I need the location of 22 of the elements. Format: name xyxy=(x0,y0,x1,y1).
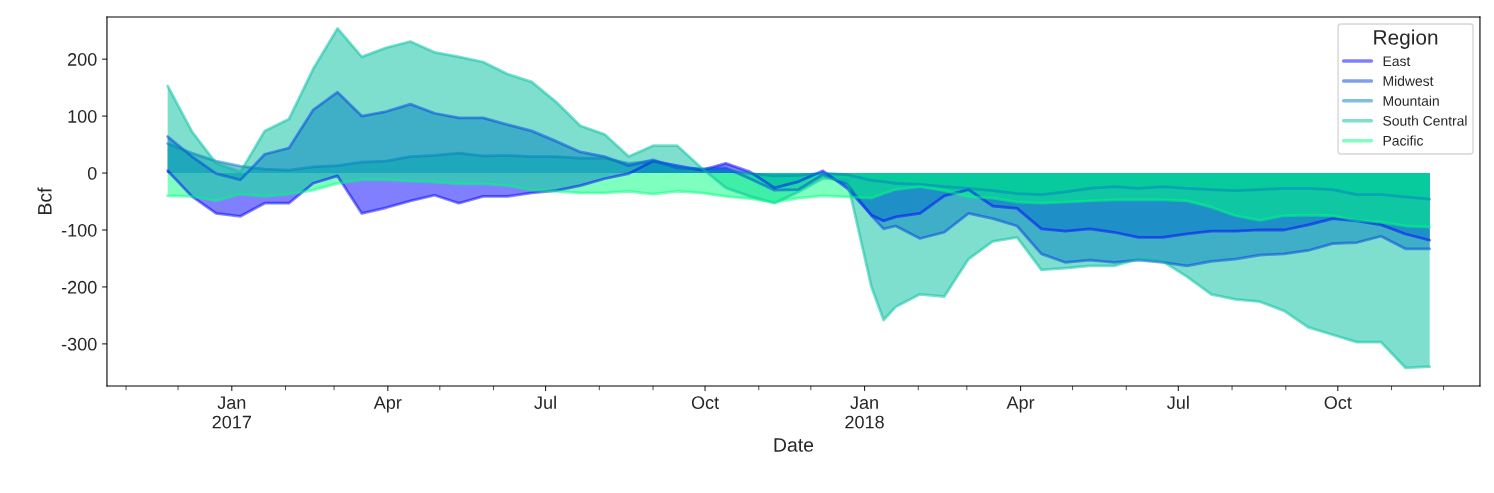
x-axis-title: Date xyxy=(774,438,814,452)
legend-label: South Central xyxy=(1383,115,1467,126)
y-tick-label: -200 xyxy=(61,280,97,294)
y-tick-label: 200 xyxy=(68,53,97,66)
y-axis-title: Bcf xyxy=(37,187,52,214)
x-tick-label: Jul xyxy=(534,395,556,409)
legend-label: East xyxy=(1383,56,1411,67)
x-tick-label: Jan 2018 xyxy=(845,396,884,429)
y-tick-label: -100 xyxy=(61,223,97,237)
x-tick-label: Jul xyxy=(1167,395,1189,409)
y-tick-label: 100 xyxy=(68,110,97,123)
legend-label: Mountain xyxy=(1383,95,1439,106)
legend-label: Midwest xyxy=(1383,75,1434,86)
x-tick-label: Oct xyxy=(691,396,719,409)
x-tick-label: Oct xyxy=(1324,396,1352,409)
legend-label: Pacific xyxy=(1383,135,1424,146)
x-tick-label: Jan 2017 xyxy=(212,396,251,429)
y-tick-label: -300 xyxy=(61,337,97,351)
x-tick-label: Apr xyxy=(1006,396,1035,413)
legend-title: Region xyxy=(1374,29,1438,49)
y-tick-label: 0 xyxy=(87,166,97,180)
x-tick-label: Apr xyxy=(373,396,402,413)
